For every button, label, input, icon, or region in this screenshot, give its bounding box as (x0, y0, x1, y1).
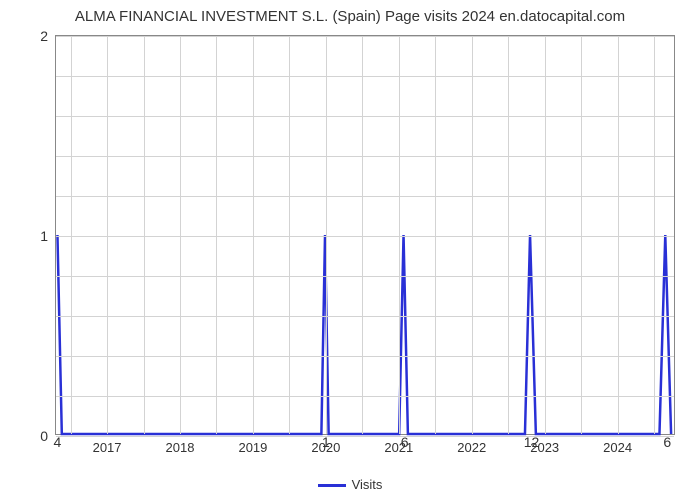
x-tick-label: 2019 (238, 440, 267, 455)
legend-swatch (318, 484, 346, 487)
peak-label: 1 (322, 434, 330, 450)
gridline-vertical (545, 36, 546, 434)
gridline-vertical (654, 36, 655, 434)
x-tick-label: 2021 (384, 440, 413, 455)
gridline-vertical (508, 36, 509, 434)
x-tick-label: 2017 (93, 440, 122, 455)
visits-line (57, 235, 671, 434)
gridline-vertical (71, 36, 72, 434)
y-tick-label: 0 (40, 428, 48, 444)
peak-label: 6 (663, 434, 671, 450)
peak-label: 4 (54, 434, 62, 450)
gridline-vertical (253, 36, 254, 434)
gridline-vertical (326, 36, 327, 434)
legend: Visits (0, 477, 700, 492)
gridline-vertical (180, 36, 181, 434)
gridline-vertical (472, 36, 473, 434)
x-tick-label: 2022 (457, 440, 486, 455)
gridline-vertical (107, 36, 108, 434)
x-tick-label: 2018 (166, 440, 195, 455)
plot-area: 0122017201820192020202120222023202441612… (55, 35, 675, 435)
gridline-vertical (362, 36, 363, 434)
y-tick-label: 1 (40, 228, 48, 244)
x-tick-label: 2024 (603, 440, 632, 455)
legend-label: Visits (352, 477, 383, 492)
gridline-vertical (435, 36, 436, 434)
peak-label: 6 (401, 434, 409, 450)
gridline-vertical (289, 36, 290, 434)
peak-label: 12 (524, 434, 540, 450)
gridline-vertical (399, 36, 400, 434)
chart-title: ALMA FINANCIAL INVESTMENT S.L. (Spain) P… (0, 8, 700, 25)
chart-container: ALMA FINANCIAL INVESTMENT S.L. (Spain) P… (0, 0, 700, 500)
y-tick-label: 2 (40, 28, 48, 44)
gridline-vertical (216, 36, 217, 434)
gridline-vertical (144, 36, 145, 434)
gridline-horizontal (56, 436, 674, 437)
gridline-vertical (618, 36, 619, 434)
gridline-vertical (581, 36, 582, 434)
